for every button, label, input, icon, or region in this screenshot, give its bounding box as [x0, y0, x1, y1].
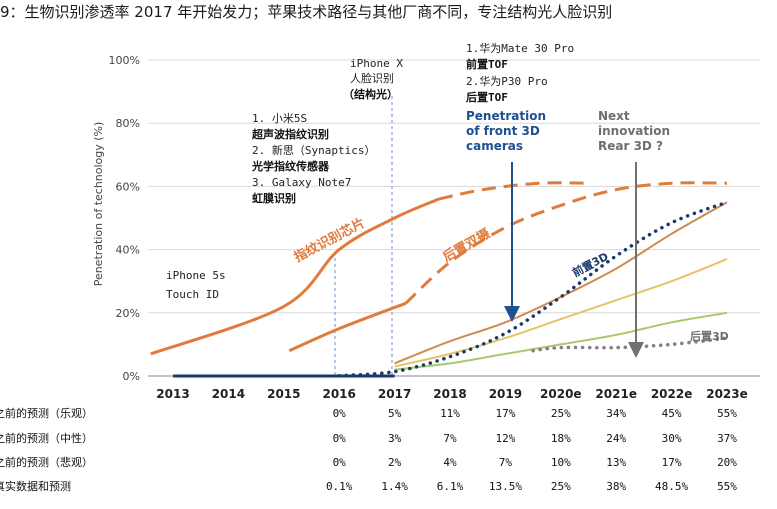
- y-axis-title: Penetration of technology (%): [92, 122, 105, 287]
- annotation-sensors: 1. 小米5S 超声波指纹识别 2. 新思（Synaptics） 光学指纹传感器…: [251, 112, 375, 205]
- table-cell: 7%: [443, 432, 457, 445]
- table-cell: 55%: [717, 480, 737, 493]
- table-cell: 0%: [333, 456, 347, 469]
- table-cell: 25%: [551, 480, 571, 493]
- svg-text:2.华为P30 Pro: 2.华为P30 Pro: [466, 74, 548, 88]
- table-cell: 4%: [443, 456, 457, 469]
- annotation-iphonex: iPhone X 人脸识别 （结构光）: [343, 57, 403, 101]
- y-tick-label: 0%: [123, 370, 140, 383]
- svg-text:3. Galaxy Note7: 3. Galaxy Note7: [252, 176, 351, 189]
- series-line-rear_dual-solid: [288, 301, 407, 353]
- series-line-pessimistic: [394, 311, 728, 371]
- x-tick-label: 2013: [156, 387, 189, 401]
- table-cell: 2%: [388, 456, 402, 469]
- chart: 0% 20% 40% 60% 80% 100% Penetration of techno…: [0, 41, 760, 493]
- table-cell: 38%: [606, 480, 626, 493]
- series-line-rear_dual-dashed: [404, 181, 728, 305]
- series-line-fingerprint-dashed: [438, 181, 589, 201]
- table-cell: 10%: [551, 456, 571, 469]
- svg-text:of front 3D: of front 3D: [466, 124, 540, 138]
- svg-text:iPhone 5s: iPhone 5s: [166, 269, 226, 282]
- series-line-fingerprint-solid: [150, 197, 440, 356]
- table-cell: 6.1%: [437, 480, 464, 493]
- table-cell: 45%: [662, 407, 682, 420]
- annotation-huawei: 1.华为Mate 30 Pro 前置TOF 2.华为P30 Pro 后置TOF: [466, 41, 574, 104]
- table-cell: 24%: [606, 432, 626, 445]
- annotation-iphone5s: iPhone 5s Touch ID: [166, 269, 226, 301]
- table-cell: 30%: [662, 432, 682, 445]
- table-cell: 55%: [717, 407, 737, 420]
- svg-text:2. 新思（Synaptics）: 2. 新思（Synaptics）: [252, 143, 375, 157]
- svg-text:后置TOF: 后置TOF: [466, 90, 508, 104]
- x-tick-label: 2022e: [651, 387, 693, 401]
- label-rear-dual: 后置双摄: [440, 225, 494, 265]
- table-cell: 7%: [499, 456, 513, 469]
- svg-text:1.华为Mate 30 Pro: 1.华为Mate 30 Pro: [466, 41, 574, 55]
- table-cell: 25%: [551, 407, 571, 420]
- svg-text:Next: Next: [598, 109, 630, 123]
- y-tick-label: 100%: [109, 54, 140, 67]
- x-tick-label: 2019: [489, 387, 522, 401]
- x-tick-label: 2016: [322, 387, 355, 401]
- forecast-table: 之前的预测（乐观） 0% 5% 11% 17% 25% 34% 45% 55% 之前的预测（中性）…: [0, 406, 737, 493]
- table-cell: 37%: [717, 432, 737, 445]
- svg-text:iPhone X: iPhone X: [350, 57, 403, 70]
- table-cell: 12%: [495, 432, 515, 445]
- svg-text:超声波指纹识别: 超声波指纹识别: [251, 127, 329, 141]
- y-tick-label: 40%: [116, 244, 140, 257]
- series-line-optimistic: [394, 201, 728, 365]
- table-cell: 1.4%: [381, 480, 408, 493]
- table-cell: 11%: [440, 407, 460, 420]
- series-layer: [150, 181, 729, 378]
- svg-text:虹膜识别: 虹膜识别: [252, 191, 296, 205]
- table-cell: 17%: [662, 456, 682, 469]
- svg-text:光学指纹传感器: 光学指纹传感器: [251, 159, 330, 173]
- table-cell: 20%: [717, 456, 737, 469]
- table-cell: 13.5%: [489, 480, 522, 493]
- table-row-label: 真实数据和预测: [0, 479, 71, 493]
- table-row-label: 之前的预测（中性）: [0, 431, 93, 445]
- annotation-front-3d: Penetration of front 3D cameras: [466, 109, 546, 153]
- chart-title: 9：生物识别渗透率 2017 年开始发力；苹果技术路径与其他厂商不同，专注结构光…: [0, 3, 613, 21]
- svg-text:innovation: innovation: [598, 124, 670, 138]
- table-cell: 0%: [333, 432, 347, 445]
- svg-text:cameras: cameras: [466, 139, 523, 153]
- table-cell: 13%: [606, 456, 626, 469]
- series-line-neutral: [394, 258, 728, 368]
- y-tick-label: 80%: [116, 117, 140, 130]
- table-cell: 3%: [388, 432, 402, 445]
- table-cell: 5%: [388, 407, 402, 420]
- svg-text:（结构光）: （结构光）: [343, 87, 398, 101]
- svg-text:Penetration: Penetration: [466, 109, 546, 123]
- x-tick-label: 2017: [378, 387, 411, 401]
- series-line-front3d: [337, 200, 729, 378]
- x-tick-label: 2018: [433, 387, 466, 401]
- table-cell: 18%: [551, 432, 571, 445]
- x-tick-label: 2014: [212, 387, 245, 401]
- table-cell: 48.5%: [655, 480, 688, 493]
- series-line-rear3d: [531, 336, 729, 353]
- svg-text:1. 小米5S: 1. 小米5S: [252, 112, 307, 125]
- x-tick-label: 2015: [267, 387, 300, 401]
- annotation-rear-3d: Next innovation Rear 3D ?: [598, 109, 670, 153]
- svg-text:Touch ID: Touch ID: [166, 288, 219, 301]
- x-axis: 2013 2014 2015 2016 2017 2018 2019 2020e 2021e 20…: [156, 387, 747, 401]
- svg-text:前置TOF: 前置TOF: [466, 57, 508, 71]
- label-rear3d: 后置3D: [690, 329, 729, 343]
- svg-text:Rear 3D ?: Rear 3D ?: [598, 139, 663, 153]
- table-row-label: 之前的预测（悲观）: [0, 455, 93, 469]
- table-cell: 0.1%: [326, 480, 353, 493]
- table-cell: 17%: [495, 407, 515, 420]
- y-tick-label: 20%: [116, 307, 140, 320]
- x-tick-label: 2021e: [595, 387, 637, 401]
- table-cell: 34%: [606, 407, 626, 420]
- table-row-label: 之前的预测（乐观）: [0, 406, 93, 420]
- y-axis: 0% 20% 40% 60% 80% 100%: [109, 54, 760, 383]
- x-tick-label: 2023e: [706, 387, 748, 401]
- x-tick-label: 2020e: [540, 387, 582, 401]
- svg-text:人脸识别: 人脸识别: [350, 71, 394, 85]
- table-cell: 0%: [333, 407, 347, 420]
- y-tick-label: 60%: [116, 180, 140, 193]
